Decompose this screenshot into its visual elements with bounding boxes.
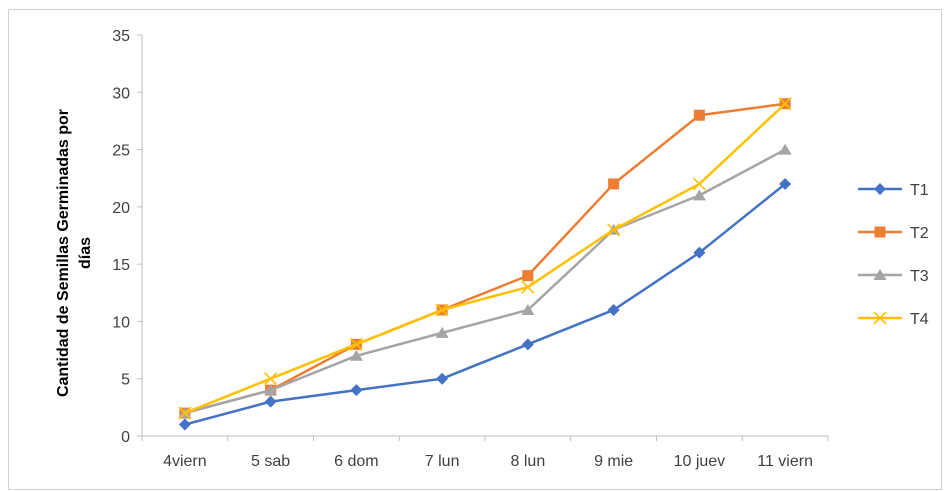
- y-tick-label: 25: [112, 143, 130, 160]
- legend-label: T4: [910, 311, 929, 328]
- y-axis-title-line-2: días: [77, 237, 94, 269]
- legend-entry-t1: T1: [858, 182, 929, 199]
- legend-entry-t2: T2: [858, 225, 929, 242]
- data-point-t3: [692, 189, 706, 201]
- x-tick-label: 11 viern: [757, 453, 813, 470]
- y-tick-label: 15: [112, 257, 130, 274]
- data-point-t1: [521, 338, 534, 351]
- x-tick-label: 7 lun: [425, 453, 460, 470]
- x-tick-label: 4viern: [163, 453, 207, 470]
- data-point-t4: [692, 177, 706, 191]
- x-tick-label: 5 sab: [251, 453, 290, 470]
- data-point-t1: [350, 384, 363, 397]
- series-line-t3: [183, 148, 787, 415]
- y-axis-title: Cantidad de Semillas Germinadas por días: [55, 109, 94, 397]
- data-point-t1: [607, 303, 620, 316]
- series-t2: [179, 98, 791, 419]
- data-point-t1: [178, 418, 191, 431]
- series-t1: [178, 177, 792, 431]
- data-point-t1: [264, 395, 277, 408]
- data-point-t3: [264, 384, 278, 396]
- series-line-t4: [183, 102, 787, 415]
- legend-entry-t3: T3: [858, 268, 929, 285]
- data-point-t3: [435, 326, 449, 338]
- series-line-t2: [183, 102, 787, 415]
- legend: T1 T2 T3 T4: [858, 182, 929, 328]
- legend-swatch-marker: [873, 269, 887, 280]
- data-point-t3: [778, 143, 792, 155]
- x-tick-label: 6 dom: [334, 453, 378, 470]
- data-point-t2: [693, 109, 705, 121]
- data-point-t1: [779, 177, 792, 190]
- data-point-t2: [522, 270, 534, 282]
- series-line-t1: [183, 182, 787, 426]
- series-layer: [178, 97, 792, 431]
- data-point-t4: [435, 303, 449, 317]
- y-tick-label: 0: [121, 429, 130, 446]
- legend-entry-t4: T4: [858, 311, 929, 328]
- x-tick-label: 8 lun: [511, 453, 546, 470]
- legend-swatch-marker: [874, 183, 886, 195]
- data-point-t4: [607, 223, 621, 237]
- chart-frame: [8, 9, 942, 490]
- series-t4: [178, 97, 792, 420]
- y-tick-label: 30: [112, 85, 130, 102]
- x-tick-label: 10 juev: [674, 453, 726, 470]
- data-point-t3: [349, 349, 363, 361]
- data-point-t1: [436, 372, 449, 385]
- y-tick-label: 10: [112, 314, 130, 331]
- x-tick-label: 9 mie: [594, 453, 633, 470]
- legend-swatch-marker: [873, 311, 887, 325]
- data-point-t3: [521, 303, 535, 315]
- y-axis-title-line-1: Cantidad de Semillas Germinadas por: [55, 109, 72, 397]
- legend-label: T2: [910, 225, 929, 242]
- data-point-t4: [778, 97, 792, 111]
- axes: 0 5 10 15 20 25 30 35 4viern 5 sab 6 dom 7 lun 8 lun…: [112, 28, 829, 470]
- legend-swatch-marker: [874, 226, 886, 238]
- y-tick-label: 20: [112, 200, 130, 217]
- legend-label: T1: [910, 182, 929, 199]
- data-point-t4: [521, 280, 535, 294]
- data-point-t4: [349, 337, 363, 351]
- data-point-t1: [693, 246, 706, 259]
- y-tick-label: 35: [112, 28, 130, 45]
- legend-label: T3: [910, 268, 929, 285]
- data-point-t2: [608, 178, 620, 190]
- data-point-t4: [178, 406, 192, 420]
- y-tick-label: 5: [121, 372, 130, 389]
- data-point-t4: [264, 372, 278, 386]
